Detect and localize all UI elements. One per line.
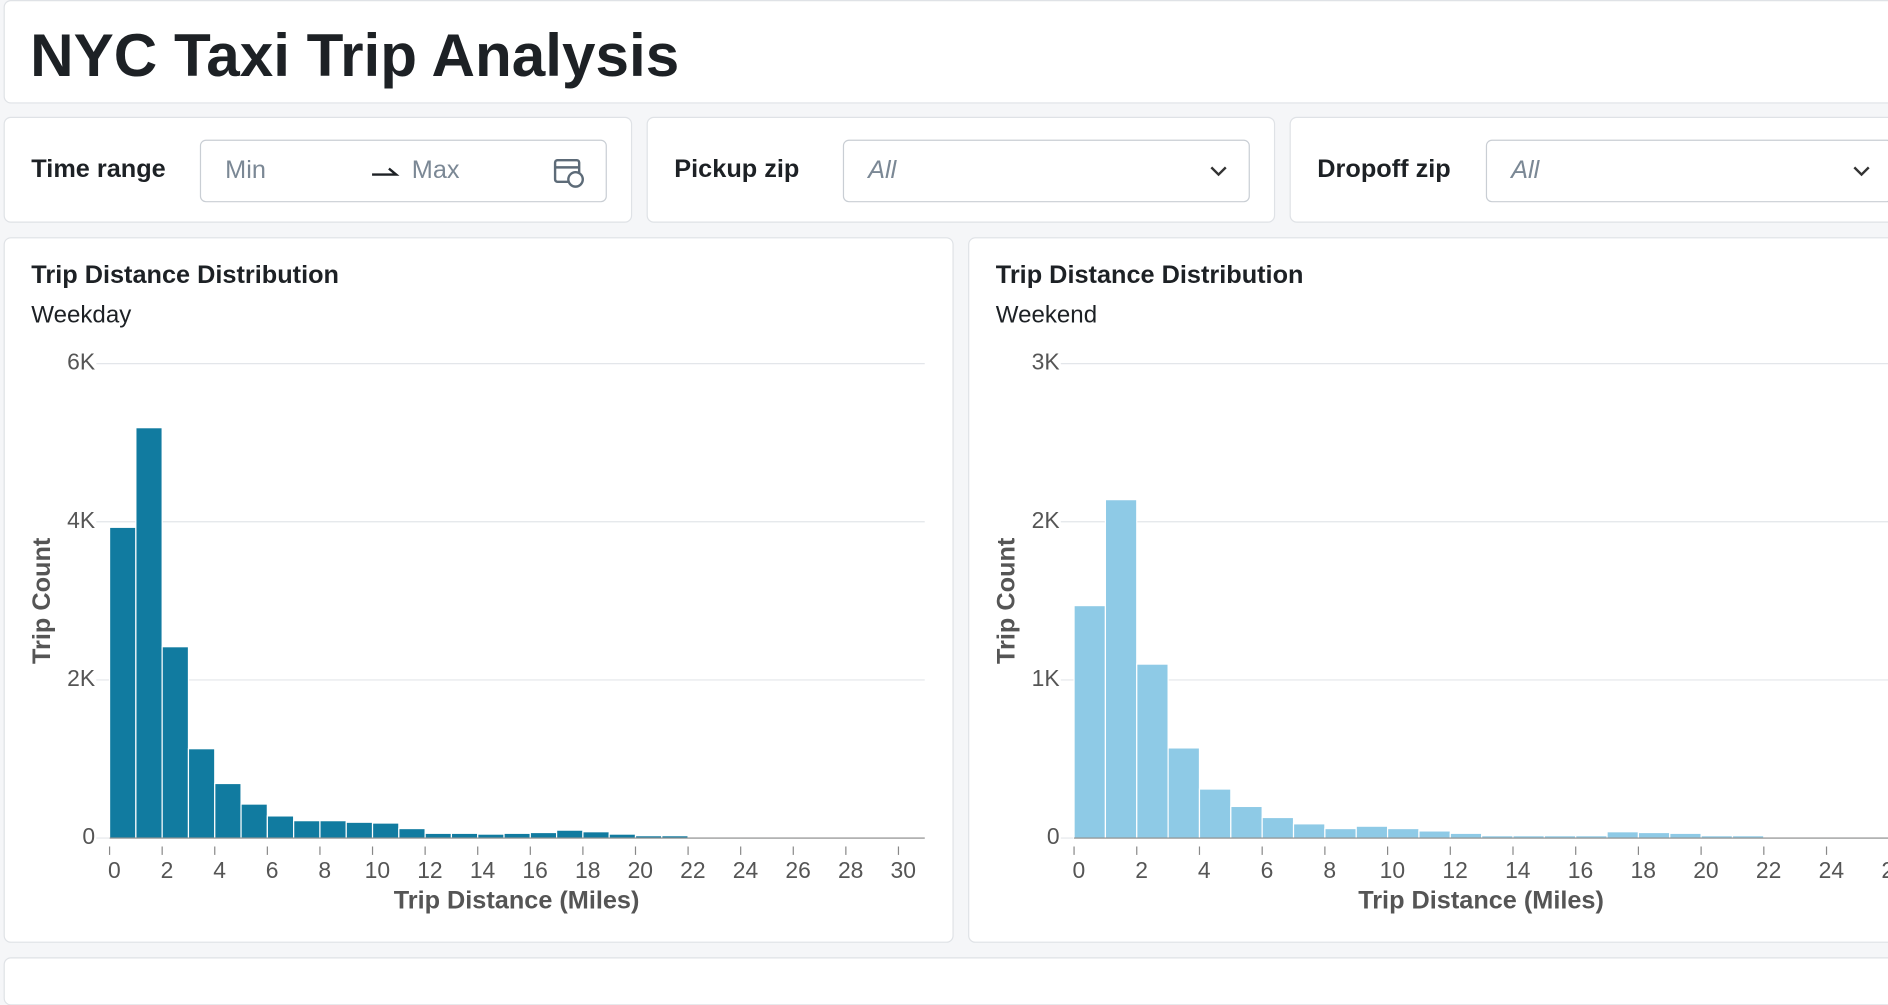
x-tick-label: 8 <box>1323 857 1336 883</box>
bar <box>1419 831 1450 838</box>
x-tick-label: 12 <box>417 857 442 883</box>
bar <box>1450 833 1481 838</box>
x-tick-label: 8 <box>318 857 331 883</box>
bar <box>583 832 609 838</box>
x-tick-label: 14 <box>470 857 496 883</box>
bar <box>294 821 320 838</box>
bar <box>188 749 214 838</box>
page: NYC Taxi Trip Analysis Time range Min Ma… <box>0 0 1888 964</box>
bar <box>1199 789 1230 838</box>
x-tick-label: 26 <box>1881 857 1888 883</box>
x-tick-label: 12 <box>1442 857 1467 883</box>
bar <box>241 804 267 838</box>
x-tick-label: 2 <box>1135 857 1148 883</box>
bar <box>1074 606 1105 838</box>
x-tick-label: 16 <box>522 857 547 883</box>
bar <box>1607 832 1638 838</box>
x-tick-label: 24 <box>733 857 759 883</box>
x-tick-label: 18 <box>1631 857 1656 883</box>
bar <box>162 647 188 838</box>
bar <box>530 833 556 839</box>
bar <box>1105 500 1136 838</box>
bar <box>1638 833 1669 839</box>
bar <box>346 822 372 838</box>
x-tick-label: 4 <box>213 857 226 883</box>
bar <box>373 823 399 838</box>
bar <box>267 816 293 838</box>
bar <box>451 833 477 838</box>
bar <box>557 830 583 838</box>
x-tick-label: 24 <box>1819 857 1845 883</box>
y-tick-label: 3K <box>1032 349 1060 375</box>
x-tick-label: 0 <box>1073 857 1086 883</box>
bar <box>136 428 162 838</box>
bar <box>1325 829 1356 838</box>
bar <box>110 527 136 838</box>
x-tick-label: 18 <box>575 857 600 883</box>
x-tick-label: 22 <box>1756 857 1781 883</box>
bar <box>504 833 530 838</box>
bar <box>399 829 425 838</box>
bar <box>215 783 241 838</box>
card <box>4 957 1888 1005</box>
bar <box>1670 833 1701 838</box>
x-tick-label: 30 <box>891 857 916 883</box>
x-tick-label: 28 <box>838 857 863 883</box>
x-axis-title: Trip Distance (Miles) <box>1358 887 1604 915</box>
bar <box>1137 664 1168 838</box>
bar <box>1294 824 1325 838</box>
x-tick-label: 4 <box>1198 857 1211 883</box>
x-tick-label: 16 <box>1568 857 1593 883</box>
bar <box>1168 748 1199 838</box>
y-tick-label: 0 <box>1047 823 1060 849</box>
x-tick-label: 6 <box>1261 857 1274 883</box>
bar <box>1262 817 1293 838</box>
y-tick-label: 0 <box>82 823 95 849</box>
x-tick-label: 0 <box>108 857 121 883</box>
x-tick-label: 6 <box>266 857 279 883</box>
x-tick-label: 20 <box>628 857 653 883</box>
x-tick-label: 22 <box>680 857 705 883</box>
y-tick-label: 4K <box>67 507 95 533</box>
y-tick-label: 2K <box>67 665 95 691</box>
bar <box>425 833 451 838</box>
x-tick-label: 14 <box>1505 857 1531 883</box>
x-tick-label: 20 <box>1693 857 1718 883</box>
bar <box>1356 826 1387 838</box>
bar <box>1388 829 1419 838</box>
y-axis-title: Trip Count <box>993 537 1021 664</box>
x-tick-label: 2 <box>161 857 174 883</box>
x-tick-label: 10 <box>1380 857 1405 883</box>
x-tick-label: 10 <box>365 857 390 883</box>
bar <box>1231 806 1262 838</box>
y-tick-label: 1K <box>1032 665 1060 691</box>
bar <box>320 821 346 838</box>
y-tick-label: 2K <box>1032 507 1060 533</box>
x-tick-label: 26 <box>785 857 810 883</box>
y-axis-title: Trip Count <box>28 537 56 664</box>
dashboard: NYC Taxi Trip Analysis Time range Min Ma… <box>0 0 1888 963</box>
x-axis-title: Trip Distance (Miles) <box>394 887 640 915</box>
y-tick-label: 6K <box>67 349 95 375</box>
